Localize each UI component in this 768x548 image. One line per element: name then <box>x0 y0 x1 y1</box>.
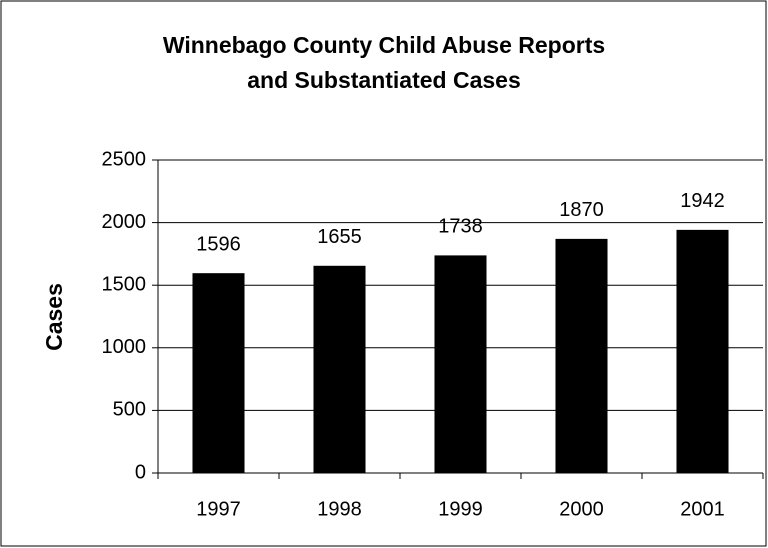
y-tick-label: 1000 <box>102 336 147 358</box>
bar <box>555 238 608 473</box>
bar <box>434 255 487 473</box>
chart-title: and Substantiated Cases <box>247 67 521 93</box>
data-label: 1870 <box>559 199 604 221</box>
bar <box>192 273 245 473</box>
y-tick-label: 0 <box>135 461 146 483</box>
x-tick-label: 1999 <box>438 498 483 520</box>
x-tick-label: 1998 <box>317 498 362 520</box>
bar <box>313 265 366 473</box>
bar <box>676 229 729 473</box>
chart-title: Winnebago County Child Abuse Reports <box>163 32 605 58</box>
y-tick-label: 500 <box>113 399 146 421</box>
data-label: 1596 <box>196 233 241 255</box>
y-axis-title: Cases <box>41 283 67 351</box>
x-tick-label: 2001 <box>680 498 725 520</box>
x-tick-label: 1997 <box>196 498 241 520</box>
data-label: 1942 <box>680 190 725 212</box>
y-tick-label: 2500 <box>102 148 147 170</box>
y-tick-label: 2000 <box>102 211 147 233</box>
y-tick-label: 1500 <box>102 273 147 295</box>
x-tick-label: 2000 <box>559 498 604 520</box>
data-label: 1738 <box>438 216 483 238</box>
data-label: 1655 <box>317 226 362 248</box>
